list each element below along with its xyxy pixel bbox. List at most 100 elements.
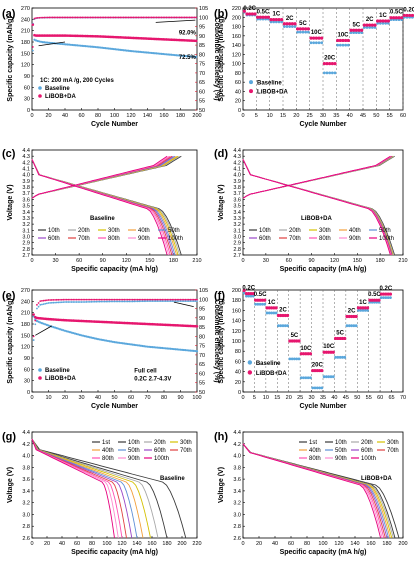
rate-label: 20C: [324, 56, 336, 62]
ce-point: [95, 298, 98, 301]
rate-point: [361, 306, 365, 310]
ce-point: [39, 303, 42, 306]
rate-label: 0.5C: [390, 10, 403, 16]
rate-point: [330, 71, 334, 75]
ce-point: [84, 16, 87, 19]
ce-point: [125, 298, 127, 301]
legend-entry: 60th: [154, 448, 166, 454]
legend-entry: 90th: [138, 236, 150, 242]
y-axis-label: Specific capacity (mAh/g): [7, 298, 14, 383]
capacity-point: [150, 51, 153, 55]
legend-entry: 10th: [128, 440, 140, 446]
legend-entry: 30th: [108, 228, 120, 234]
charge-curve: [31, 155, 176, 199]
ce-point: [55, 16, 57, 19]
capacity-point: [87, 45, 91, 48]
ce-point: [111, 300, 114, 303]
legend-entry: 70th: [180, 448, 192, 454]
capacity-point: [195, 324, 199, 328]
ce-point: [91, 16, 94, 19]
rate-point: [379, 292, 383, 296]
ce-point: [92, 300, 94, 303]
capacity-point: [116, 341, 119, 344]
ce-point: [41, 303, 43, 306]
capacity-point: [106, 339, 109, 343]
y-tick-label: 3.1: [233, 228, 241, 234]
y-tick-label: 240: [21, 17, 30, 23]
ce-point: [33, 17, 36, 20]
ce-point: [113, 298, 116, 301]
ce-point: [159, 298, 162, 301]
ce-point: [88, 298, 91, 301]
capacity-point: [162, 347, 166, 350]
capacity-point: [187, 349, 190, 352]
rate-point: [373, 23, 377, 27]
legend-entry: Baseline: [45, 86, 70, 92]
ce-point: [165, 16, 168, 19]
ce-point: [186, 300, 189, 303]
legend-entry: 80th: [309, 456, 321, 462]
y-tick-label: 4.0: [22, 454, 30, 460]
ce-point: [32, 339, 35, 341]
ce-point: [76, 16, 79, 19]
ce-point: [192, 300, 195, 303]
x-tick-label: 0: [30, 113, 33, 119]
panel-label: (c): [2, 148, 16, 160]
y-tick-label: 200: [232, 15, 241, 21]
ce-point: [65, 298, 68, 301]
x-tick-label: 180: [376, 258, 385, 264]
ce-point: [118, 298, 121, 301]
rate-point: [266, 15, 270, 19]
rate-label: 5C: [291, 333, 299, 339]
capacity-point: [183, 54, 186, 58]
ce-point: [128, 298, 131, 301]
rate-point: [325, 375, 328, 379]
legend-entry: Baseline: [257, 81, 282, 87]
x-tick-label: 10: [267, 113, 273, 119]
rate-label: 5C: [299, 21, 307, 27]
panel-h: 0 20 40 60 80 100 120 140 160 180 200 2.6 2.8 3.0 3.2 3…: [218, 430, 408, 556]
y-tick-label: 60: [24, 367, 30, 373]
x-axis-label: Cycle Number: [299, 121, 346, 128]
capacity-point: [129, 343, 133, 346]
capacity-point: [115, 341, 118, 344]
capacity-point: [61, 42, 64, 46]
capacity-point: [148, 345, 151, 348]
ce-point: [102, 300, 104, 303]
ce-point: [102, 16, 105, 19]
ce-point: [151, 298, 154, 301]
rate-point: [317, 41, 321, 45]
capacity-point: [82, 44, 86, 48]
ce-point: [164, 298, 167, 301]
ce-point: [83, 16, 85, 19]
y2-tick-label: 70: [199, 353, 205, 359]
rate-point: [327, 350, 331, 354]
rate-point: [286, 324, 289, 328]
legend-entry: 40th: [309, 448, 321, 454]
rate-point: [386, 292, 390, 296]
rate-point: [242, 288, 246, 293]
y-tick-label: 3.6: [22, 197, 30, 203]
x-tick-label: 50: [354, 395, 360, 401]
capacity-point: [85, 335, 88, 338]
ce-point: [55, 301, 58, 304]
legend-entry: 30th: [180, 440, 192, 446]
rate-point: [357, 28, 361, 32]
x-tick-label: 5: [253, 395, 256, 401]
rate-point: [320, 368, 324, 373]
capacity-point: [134, 50, 137, 53]
panel-label: (f): [214, 290, 225, 302]
rate-point: [322, 350, 326, 354]
charge-curve: [242, 155, 392, 199]
x-tick-label: 20: [62, 395, 68, 401]
legend-entry: 40th: [138, 228, 150, 234]
x-tick-label: 200: [177, 541, 186, 547]
capacity-point: [138, 344, 141, 347]
ce-point: [191, 298, 193, 301]
capacity-point: [52, 325, 55, 329]
ce-point: [41, 300, 43, 302]
capacity-point: [124, 342, 128, 345]
ce-point: [54, 298, 56, 301]
x-tick-label: 50: [111, 395, 117, 401]
